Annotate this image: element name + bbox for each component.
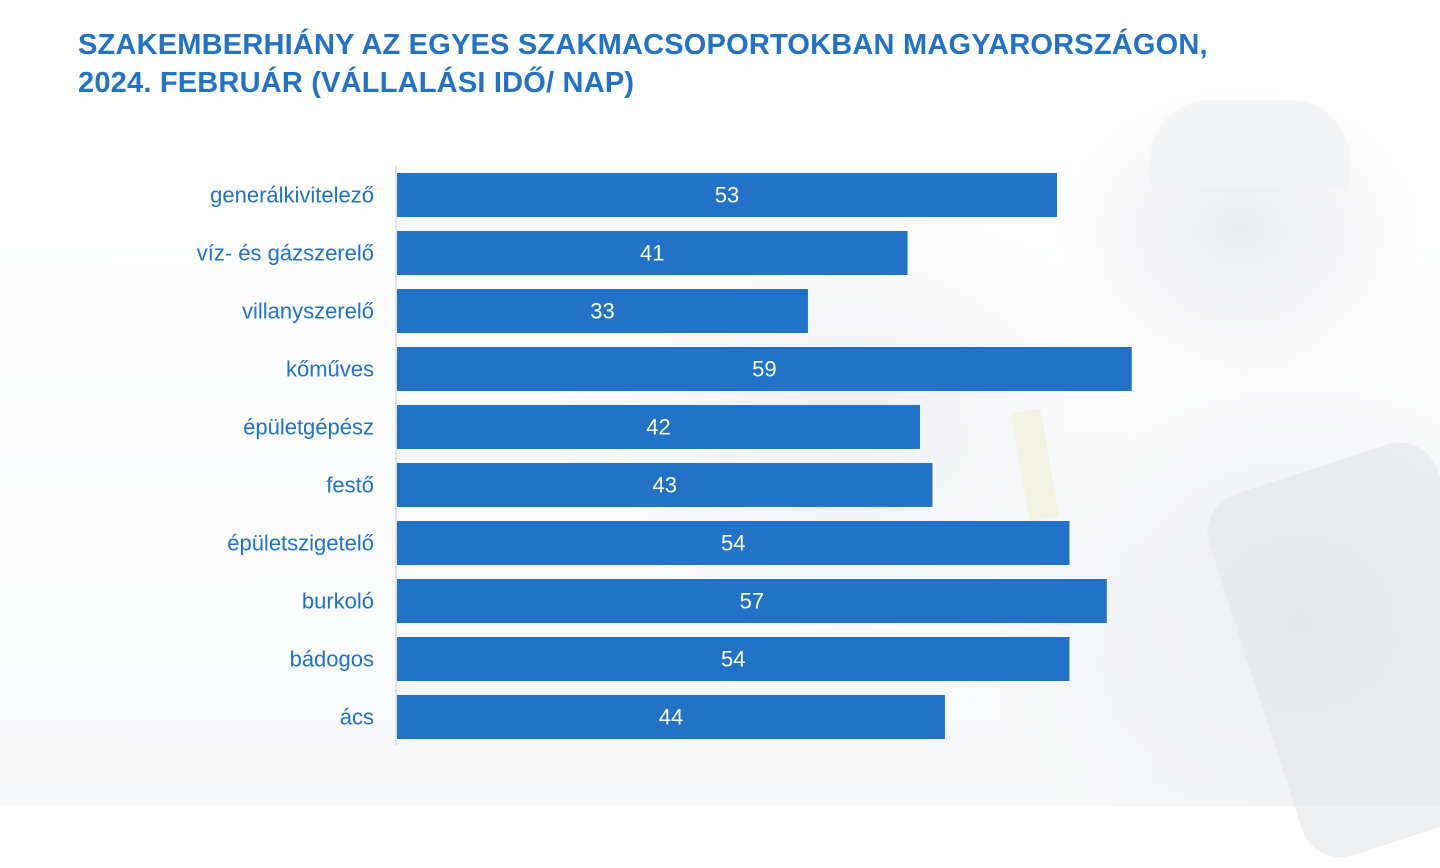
data-label: 41 bbox=[640, 241, 664, 266]
bar bbox=[397, 405, 921, 449]
bar bbox=[397, 579, 1107, 623]
bar-chart: generálkivitelező 53 víz- és gázszerelő 41 v… bbox=[197, 166, 1132, 745]
category-label: épületgépész bbox=[243, 415, 374, 440]
chart-title-line2: 2024. FEBRUÁR (VÁLLALÁSI IDŐ/ NAP) bbox=[78, 67, 635, 99]
data-label: 53 bbox=[715, 183, 739, 208]
data-label: 54 bbox=[721, 531, 745, 556]
bar bbox=[397, 173, 1057, 217]
bar bbox=[397, 695, 945, 739]
bar bbox=[397, 289, 808, 333]
data-label: 42 bbox=[646, 415, 670, 440]
data-label: 59 bbox=[752, 357, 776, 382]
chart-title: SZAKEMBERHIÁNY AZ EGYES SZAKMACSOPORTOKB… bbox=[78, 26, 1378, 102]
data-label: 43 bbox=[652, 473, 676, 498]
bar bbox=[397, 231, 908, 275]
category-label: épületszigetelő bbox=[227, 531, 374, 556]
chart-title-line1: SZAKEMBERHIÁNY AZ EGYES SZAKMACSOPORTOKB… bbox=[78, 29, 1208, 61]
bar bbox=[397, 347, 1132, 391]
bar bbox=[397, 463, 933, 507]
background-photo-shape bbox=[1150, 100, 1350, 190]
bar bbox=[397, 521, 1070, 565]
data-label: 54 bbox=[721, 647, 745, 672]
category-label: generálkivitelező bbox=[210, 183, 374, 208]
category-label: víz- és gázszerelő bbox=[197, 241, 374, 266]
bar bbox=[397, 637, 1070, 681]
data-label: 33 bbox=[590, 299, 614, 324]
data-label: 57 bbox=[740, 589, 764, 614]
category-label: festő bbox=[326, 473, 374, 498]
category-label: villanyszerelő bbox=[242, 299, 374, 324]
category-label: kőműves bbox=[286, 357, 374, 382]
category-label: burkoló bbox=[302, 589, 374, 614]
data-label: 44 bbox=[659, 705, 683, 730]
category-label: ács bbox=[340, 705, 374, 730]
category-label: bádogos bbox=[290, 647, 374, 672]
